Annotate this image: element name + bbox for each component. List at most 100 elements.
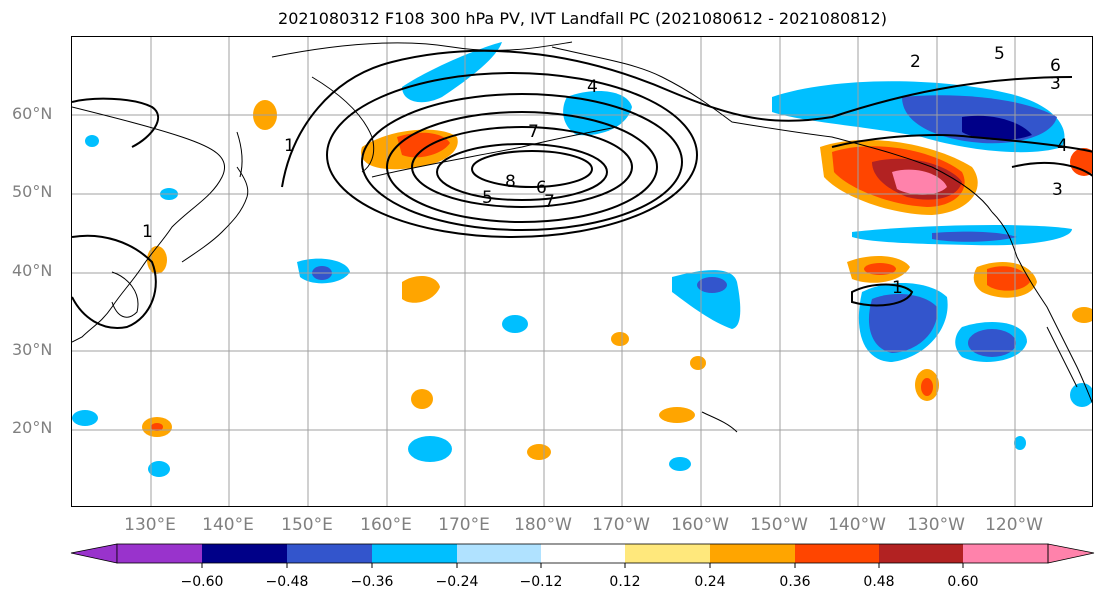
colorbar-outline <box>116 543 1049 564</box>
contour-trough-east <box>1011 161 1092 177</box>
shade-blob-178e-17n <box>527 444 551 460</box>
colorbar-tick-label: −0.12 <box>519 574 563 590</box>
colorbar-seg-1 <box>117 544 202 563</box>
shade-blob-140w-red <box>864 263 896 275</box>
shade-blob-125w-dark <box>968 329 1016 357</box>
contour-labels: 7 8 6 5 7 1 1 4 2 5 6 3 1 4 3 <box>142 44 1068 298</box>
colorbar-seg-5 <box>457 544 541 563</box>
lon-label-140e: 140°E <box>202 515 254 535</box>
contour-label-1c: 1 <box>892 278 903 298</box>
contour-ring-4 <box>326 72 698 238</box>
colorbar-tick-label: 0.12 <box>609 574 641 590</box>
colorbar-ticks <box>201 563 964 568</box>
colorbar-tick-label: 0.48 <box>863 574 895 590</box>
lon-label-150w: 150°W <box>750 515 808 535</box>
colorbar-seg-8 <box>710 544 795 563</box>
coast-alaska <box>551 46 993 213</box>
shade-blob-175e-33n-blue <box>502 315 528 333</box>
shade-blob-133w-red <box>921 378 933 396</box>
colorbar-tick-label: 0.60 <box>947 574 979 590</box>
contour-label-5: 5 <box>482 188 493 208</box>
lon-label-140w: 140°W <box>828 515 886 535</box>
colorbar-tick-label: −0.36 <box>350 574 394 590</box>
lon-label-150e: 150°E <box>281 515 333 535</box>
colorbar-tick-label: −0.48 <box>265 574 309 590</box>
contour-label-7b: 7 <box>544 192 555 212</box>
contour-big-arc <box>281 49 1073 188</box>
coast-japan <box>181 166 249 263</box>
shade-blob-155w-22n <box>659 407 695 423</box>
lat-label-50n: 50°N <box>12 182 53 201</box>
colorbar-tick-label: −0.60 <box>180 574 224 590</box>
pv-contours <box>72 49 1092 329</box>
contour-label-1a: 1 <box>284 136 295 156</box>
lat-label-20n: 20°N <box>12 418 53 437</box>
map-panel: 7 8 6 5 7 1 1 4 2 5 6 3 1 4 3 <box>71 36 1093 507</box>
contour-label-3a: 3 <box>1050 74 1061 94</box>
colorbar-tick-label: 0.36 <box>779 574 811 590</box>
shade-blob-140w-dark <box>868 293 938 353</box>
contour-label-4a: 4 <box>587 77 598 97</box>
shade-kamchatka-red <box>397 132 450 158</box>
colorbar-segments <box>70 543 1095 564</box>
lon-label-130w: 130°W <box>907 515 965 535</box>
pv-shading <box>72 42 1092 477</box>
coast-sakhalin <box>236 131 243 178</box>
shade-blob-155w-28n <box>690 356 706 370</box>
contour-label-7a: 7 <box>528 122 539 142</box>
shade-bc-pink <box>892 169 947 195</box>
shade-blob-115w-35n-orange <box>1072 307 1092 323</box>
contour-label-2: 2 <box>910 52 921 72</box>
shade-blob-160w-dark <box>697 277 727 293</box>
shade-blob-125e-57n-blue <box>85 135 99 147</box>
shade-bering-blue <box>402 42 502 103</box>
coast-korea <box>111 271 139 318</box>
coast-hawaii <box>701 411 738 433</box>
map-canvas: 7 8 6 5 7 1 1 4 2 5 6 3 1 4 3 <box>72 37 1092 506</box>
shade-blob-170e-17n-blue <box>408 436 452 462</box>
shade-blob-125w-20n-blue <box>1014 436 1026 450</box>
contour-gulf-ridge <box>831 134 1092 153</box>
contour-low-140w <box>851 283 914 307</box>
colorbar <box>70 543 1095 568</box>
colorbar-extend-low <box>70 543 118 564</box>
coast-aleutians <box>371 126 618 178</box>
contour-japan-ring <box>72 234 157 329</box>
contour-ring-2 <box>386 111 658 223</box>
contour-asia-loop <box>72 97 159 148</box>
lon-label-120w: 120°W <box>985 515 1043 535</box>
shade-blob-135e-14n-blue <box>148 461 170 477</box>
contour-label-1b: 1 <box>142 222 153 242</box>
lat-label-30n: 30°N <box>12 340 53 359</box>
colorbar-seg-3 <box>287 544 372 563</box>
colorbar-extend-high <box>1047 543 1095 564</box>
shade-blob-165e-25n <box>411 389 433 409</box>
colorbar-seg-2 <box>202 544 287 563</box>
colorbar-tick-label: −0.24 <box>435 574 479 590</box>
contour-label-8: 8 <box>505 172 516 192</box>
shade-band-42n-dark <box>932 231 1017 242</box>
colorbar-seg-11 <box>963 544 1048 563</box>
colorbar-seg-6 <box>541 544 625 563</box>
colorbar-seg-10 <box>879 544 963 563</box>
coast-siberia <box>271 41 573 58</box>
lon-label-170w: 170°W <box>592 515 650 535</box>
shade-alaska-blue <box>563 91 632 136</box>
lon-label-170e: 170°E <box>438 515 490 535</box>
shade-blob-180-14n-blue <box>669 457 691 471</box>
lat-label-40n: 40°N <box>12 261 53 280</box>
contour-label-6: 6 <box>536 178 547 198</box>
colorbar-seg-9 <box>795 544 879 563</box>
plot-title: 2021080312 F108 300 hPa PV, IVT Landfall… <box>278 9 887 28</box>
coast-na-west <box>991 211 1092 404</box>
shade-blob-125w-red <box>987 266 1030 291</box>
colorbar-tick-label: 0.24 <box>694 574 726 590</box>
contour-label-6b: 6 <box>1050 56 1061 76</box>
coastlines <box>72 41 1092 433</box>
lon-label-160e: 160°E <box>360 515 412 535</box>
contour-ring-1 <box>411 126 633 208</box>
shade-blob-115w-53n-orange <box>1070 148 1092 176</box>
colorbar-seg-4 <box>372 544 457 563</box>
contour-ring-6 <box>471 150 593 188</box>
lon-label-180w: 180°W <box>514 515 572 535</box>
